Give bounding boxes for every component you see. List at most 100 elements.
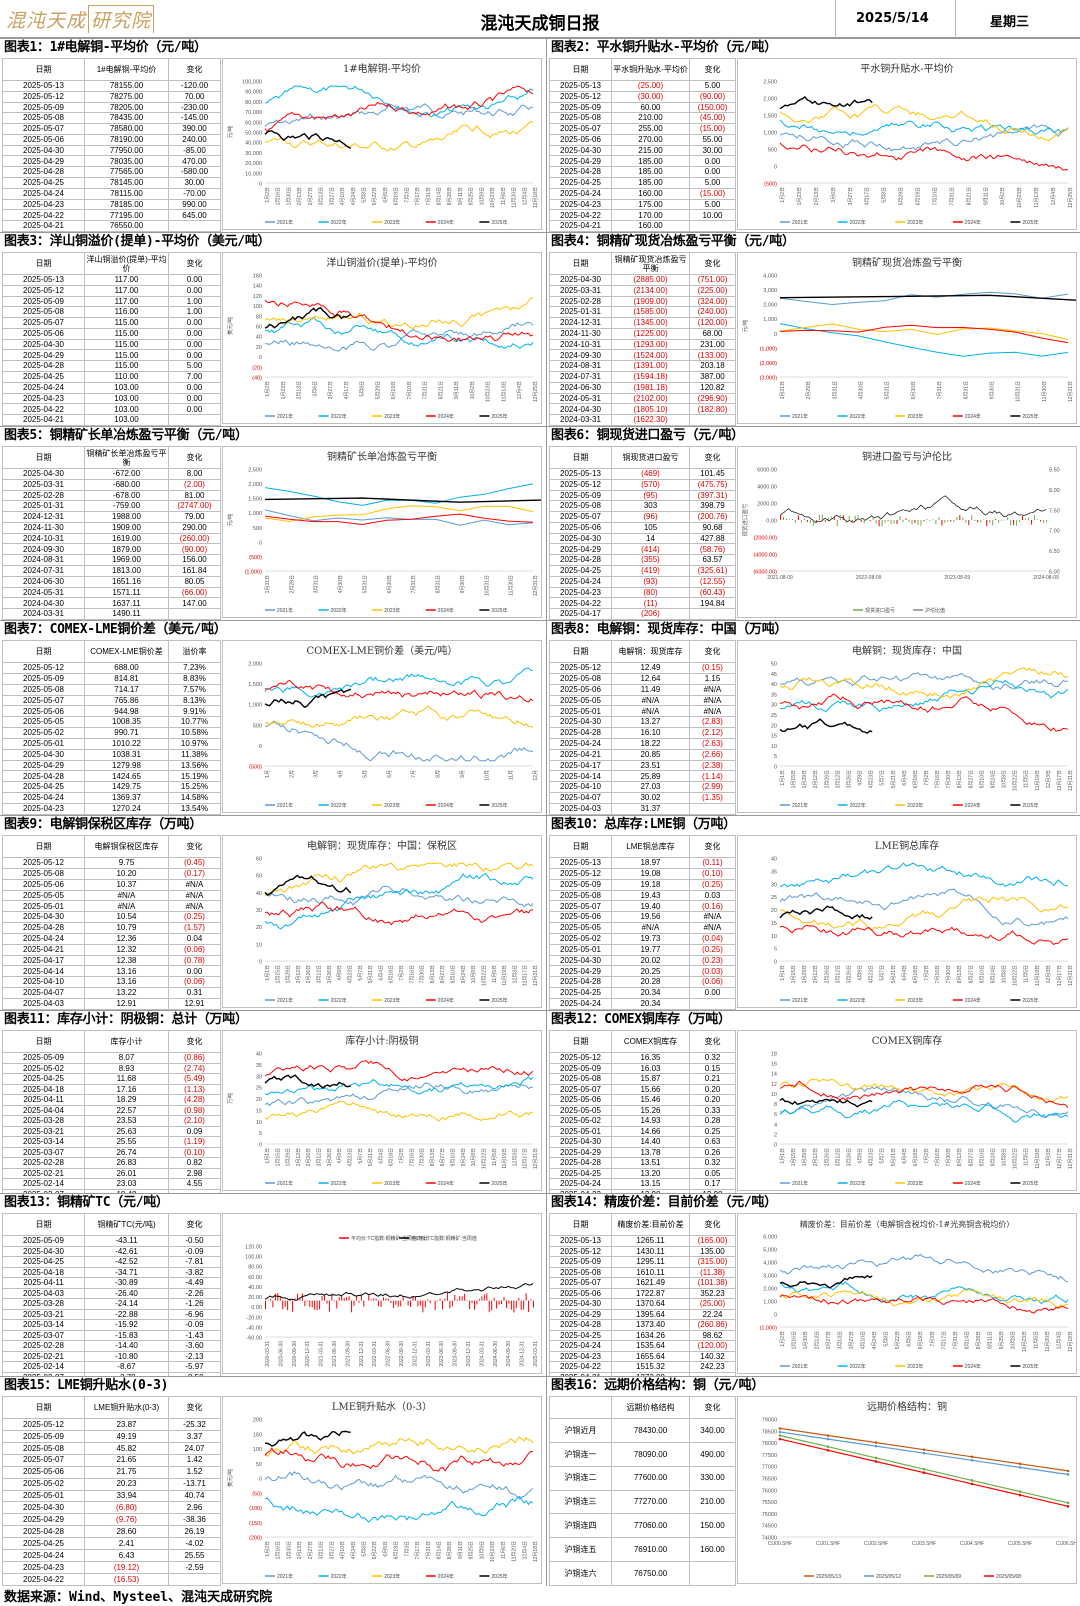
- table-cell: 156.00: [168, 554, 221, 567]
- x-tick-label: 2月13日: [815, 1331, 821, 1349]
- table-cell: 18.97: [611, 857, 690, 869]
- bar-mark: [274, 1293, 276, 1301]
- table-cell: 3.37: [168, 1429, 221, 1443]
- x-tick-label: 7月30日: [420, 1148, 426, 1166]
- table-cell: 8.00: [168, 468, 221, 480]
- x-tick-label: 5月21日: [891, 1148, 897, 1166]
- table-cell: (182.80): [689, 403, 736, 416]
- x-tick-label: CU02.SHF: [864, 1541, 888, 1547]
- x-tick-label: 10月31日: [484, 575, 490, 596]
- y-tick-label: (4000.00): [753, 553, 777, 559]
- legend-entry: 2021年: [277, 413, 293, 420]
- table-cell: (90.00): [168, 543, 221, 556]
- x-tick-label: 10月8日: [1002, 770, 1008, 788]
- table-cell: 0.32: [689, 1157, 736, 1169]
- bar-mark: [434, 1300, 436, 1311]
- table-cell: 2025-05-12: [549, 1245, 612, 1257]
- table-cell: -14.40: [84, 1340, 169, 1352]
- table-cell: 2025-04-30: [2, 911, 85, 924]
- table-cell: 2025-04-21: [2, 943, 85, 956]
- bar-mark: [353, 1300, 355, 1306]
- bar-mark: [378, 1300, 380, 1307]
- x-tick-label: 10月: [484, 770, 490, 781]
- table-cell: 10.58%: [168, 727, 221, 739]
- series-line: [264, 497, 541, 503]
- bar-mark: [437, 1300, 439, 1302]
- table-cell: 13.15: [611, 1178, 690, 1190]
- x-tick-label: 7月2日: [399, 965, 405, 981]
- table-cell: 2025-05-06: [549, 683, 612, 696]
- table-cell: 68.00: [689, 327, 736, 340]
- legend-entry: 2024年: [965, 219, 981, 226]
- section-title: 图表14：精废价差：目前价差（元/吨）: [551, 1195, 777, 1210]
- table-cell: 2025-02-28: [2, 1157, 85, 1169]
- table-cell: -5.97: [168, 1361, 221, 1373]
- chart-title: 铜进口盈亏与沪伦比: [862, 450, 952, 463]
- table-row: 2025-05-12 1430.11 135.00: [549, 1245, 736, 1257]
- x-tick-label: 8月31日: [436, 575, 442, 593]
- x-tick-label: 3月12日: [317, 1148, 323, 1166]
- x-tick-label: 2月13日: [297, 1541, 303, 1559]
- y-tick-label: 25: [771, 713, 777, 719]
- table-row: 2025-04-25 2.41 -4.02: [2, 1537, 221, 1551]
- bar-mark: [309, 1300, 311, 1307]
- bar-mark: [956, 517, 958, 520]
- legend-entry: 2024年: [438, 413, 454, 420]
- table-cell: 10.54: [84, 911, 169, 924]
- x-tick-label: 10月22日: [1013, 1148, 1019, 1169]
- y-tick-label: 1,000: [763, 131, 777, 137]
- table-cell: 2025-05-02: [549, 932, 612, 945]
- table-cell: 2025-05-09: [2, 101, 85, 114]
- x-tick-label: 2020-03-31: [265, 1341, 271, 1367]
- bar-mark: [1043, 520, 1045, 523]
- x-tick-label: 5月29日: [375, 381, 381, 399]
- table-cell: 24.07: [168, 1441, 221, 1455]
- bar-mark: [1019, 520, 1021, 522]
- series-line: [264, 720, 534, 762]
- x-tick-label: 7月16日: [935, 965, 941, 983]
- table-cell: -0.50: [168, 1235, 221, 1247]
- table-cell: 0.00: [168, 403, 221, 416]
- legend-entry: 2025年: [1022, 219, 1038, 226]
- table-cell: 0.00: [168, 965, 221, 978]
- series-line: [779, 1274, 873, 1289]
- series-line: [264, 121, 533, 152]
- table-row: 2025-05-13 18.97 (0.11): [549, 857, 736, 869]
- table-row: 2025-02-28 -14.40 -3.60: [2, 1340, 221, 1352]
- table-cell: #N/A: [168, 889, 221, 902]
- table-cell: (66.00): [168, 586, 221, 599]
- y-tick-label: 1,500: [248, 497, 262, 503]
- bar-mark: [1007, 517, 1009, 520]
- series-line: [779, 323, 1069, 357]
- table-row: 2025-04-17 12.38 (0.78): [2, 954, 221, 967]
- table-cell: 沪铜连二: [549, 1465, 612, 1491]
- table-header: 变化: [168, 1030, 221, 1053]
- table-cell: 21.75: [84, 1465, 169, 1479]
- table-row: 沪铜连五 76910.00 160.00: [549, 1537, 736, 1563]
- x-tick-label: 1月31日: [265, 575, 271, 593]
- x-tick-label: 1月1日: [265, 1148, 271, 1164]
- table-row: 2025-04-30 10.54 (0.25): [2, 911, 221, 924]
- y-tick-label: 120: [253, 294, 262, 300]
- table-cell: 25.55: [84, 1136, 169, 1148]
- x-tick-label: 10月8日: [1002, 965, 1008, 983]
- table-row: 2025-05-12 9.75 (0.45): [2, 857, 221, 869]
- x-tick-label: 5月8日: [884, 1331, 890, 1347]
- bar-mark: [368, 1294, 370, 1301]
- x-tick-label: 2月29日: [289, 575, 295, 593]
- table-cell: 2025-05-08: [549, 500, 612, 513]
- y-tick-label: -60.00: [246, 1336, 262, 1342]
- bar-mark: [269, 1298, 271, 1301]
- bar-mark: [998, 520, 1000, 523]
- table-cell: 11.49: [611, 683, 690, 696]
- x-tick-label: 4月23日: [869, 1148, 875, 1166]
- table-row: 2025-04-22 (11) 194.84: [549, 597, 736, 610]
- line-chart: 1#电解铜-平均价 100,000 90,000 80,000 70,000 60,000…: [222, 58, 542, 230]
- y-tick-label: 60: [256, 325, 262, 331]
- table-cell: 5.00: [689, 198, 736, 211]
- x-tick-label: 6月5日: [383, 187, 389, 203]
- table-cell: (2.83): [689, 716, 736, 729]
- table-cell: 2025-04-28: [549, 554, 612, 567]
- bar-mark: [839, 514, 841, 520]
- table-cell: 18.29: [84, 1094, 169, 1106]
